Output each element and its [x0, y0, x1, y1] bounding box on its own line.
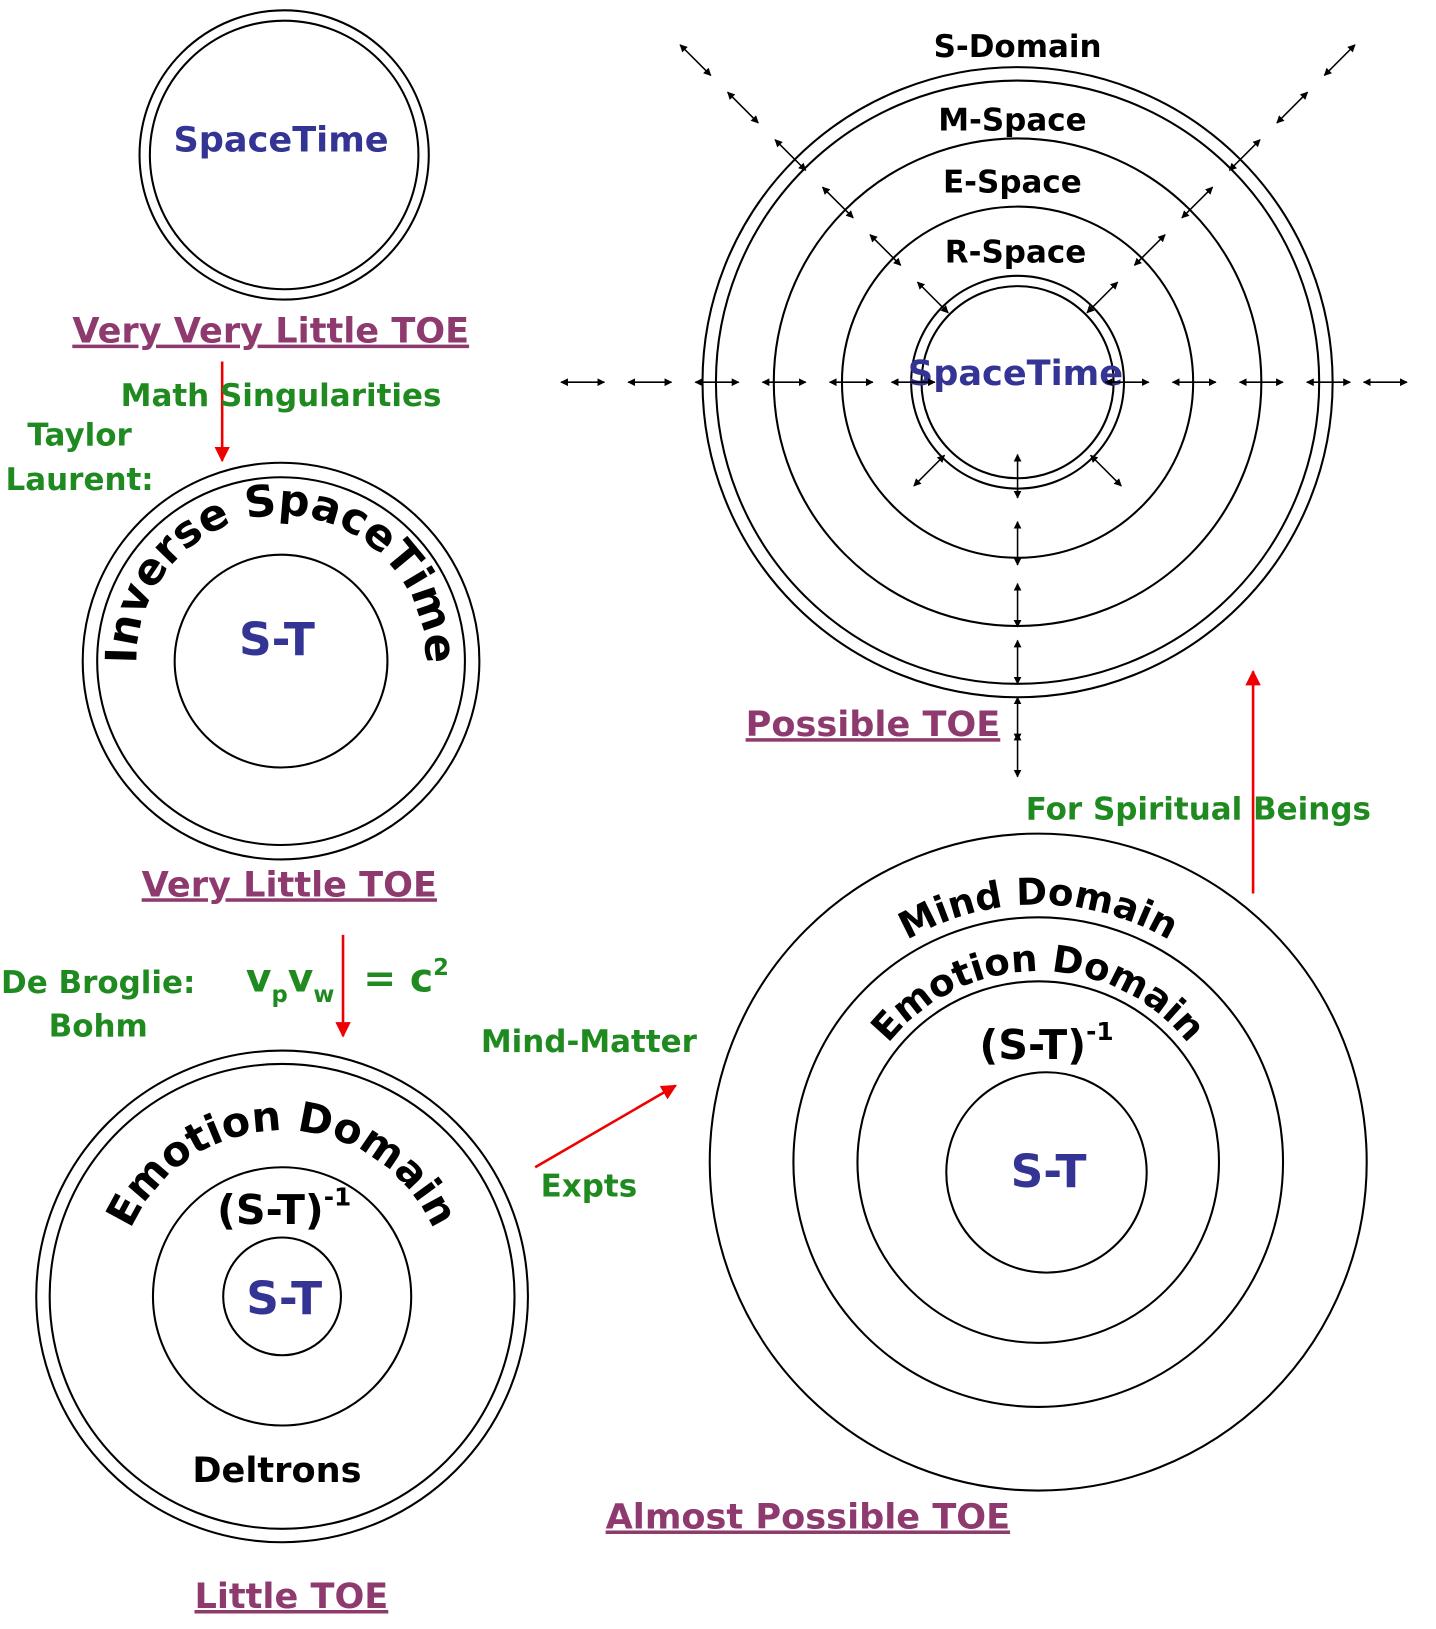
center-label: SpaceTime [173, 120, 388, 161]
ring-label: E-Space [943, 164, 1082, 200]
double-arrow [913, 454, 946, 487]
step-label: Expts [541, 1168, 638, 1204]
caption: Very Very Little TOE [72, 311, 469, 352]
double-arrow [869, 234, 902, 266]
inner-ring [222, 1236, 342, 1357]
double-arrow [679, 44, 712, 76]
center-label: S-T [1011, 1145, 1087, 1198]
center-label: SpaceTime [908, 353, 1123, 394]
double-arrow [727, 91, 759, 124]
double-arrow [1276, 91, 1309, 124]
ring [856, 980, 1221, 1344]
very-little-toe: Inverse SpaceTime S-T Very Little TOE [81, 461, 481, 905]
inverse-base: (S-T) [979, 1021, 1086, 1069]
step-label: For Spiritual Beings [1026, 791, 1371, 827]
outer-ring [138, 9, 430, 301]
ring [48, 1062, 516, 1530]
caption: Possible TOE [746, 704, 1001, 745]
double-arrow [1090, 454, 1122, 487]
ring-label: R-Space [945, 235, 1086, 271]
double-arrow [916, 281, 949, 314]
possible-toe: S-Domain M-Space E-Space R-Space SpaceTi… [560, 29, 1408, 778]
outer-ring [708, 832, 1368, 1492]
note: Bohm [49, 1008, 148, 1044]
ring [792, 916, 1285, 1408]
formula-part: = c [363, 957, 433, 1002]
double-arrow [821, 186, 854, 219]
note: Laurent: [6, 462, 154, 498]
caption: Almost Possible TOE [606, 1496, 1010, 1537]
formula-part: v [288, 957, 314, 1002]
bottom-label: Deltrons [192, 1450, 361, 1491]
double-arrow [1086, 281, 1119, 314]
double-arrow [1323, 44, 1356, 76]
caption: Very Little TOE [142, 864, 437, 905]
ring [151, 1166, 413, 1427]
outer-ring [35, 1049, 529, 1544]
double-arrow [1181, 186, 1214, 219]
ring-label: S-Domain [934, 29, 1102, 65]
step-label: Math Singularities [121, 378, 442, 414]
inverse-base: (S-T) [217, 1186, 324, 1234]
double-arrow [1133, 234, 1166, 266]
inner-ring [945, 1071, 1148, 1274]
inverse-sup: -1 [324, 1182, 352, 1211]
almost-possible-toe: Mind Domain Emotion Domain (S-T)-1 S-T A… [606, 832, 1368, 1537]
formula: vpvw = c2 [246, 955, 449, 1008]
note: De Broglie: [1, 965, 195, 1001]
ring-label-path: Mind Domain [891, 869, 1186, 948]
inverse-label: (S-T)-1 [217, 1182, 351, 1234]
center-label: S-T [239, 613, 315, 666]
center-label: S-T [246, 1272, 322, 1325]
formula-sub: p [272, 982, 288, 1008]
double-arrow [1228, 139, 1261, 171]
double-arrow [774, 139, 807, 171]
inverse-label: (S-T)-1 [979, 1017, 1113, 1069]
formula-sup: 2 [433, 955, 449, 981]
caption: Little TOE [194, 1576, 388, 1617]
red-arrow [534, 1084, 677, 1169]
very-very-little-toe: SpaceTime Very Very Little TOE [72, 9, 469, 352]
ring [96, 476, 466, 847]
inverse-sup: -1 [1086, 1017, 1114, 1046]
ring-label: Mind Domain [891, 869, 1186, 948]
outer-ring [81, 461, 481, 861]
inner-ring [173, 553, 389, 769]
ring-label: M-Space [938, 102, 1086, 138]
note: Taylor [27, 417, 132, 453]
formula-sub: w [313, 982, 334, 1008]
little-toe: Emotion Domain (S-T)-1 S-T Deltrons Litt… [35, 1049, 529, 1617]
step-label: Mind-Matter [481, 1024, 698, 1060]
inner-ring [148, 19, 420, 291]
formula-part: v [246, 957, 272, 1002]
